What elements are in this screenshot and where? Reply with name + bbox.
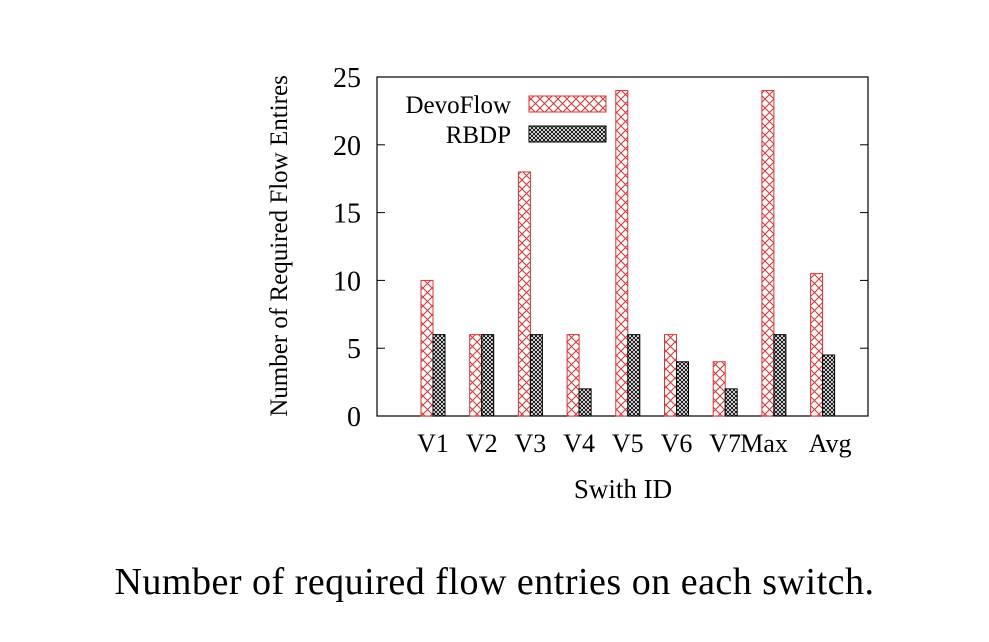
bars xyxy=(420,90,836,417)
x-axis-label: Swith ID xyxy=(574,474,672,504)
bar-rbdp-v7 xyxy=(724,388,738,417)
y-tick-label: 20 xyxy=(333,131,361,162)
y-tick-label: 15 xyxy=(333,199,361,230)
x-tick-label: V4 xyxy=(563,429,595,458)
bar-rbdp-v6 xyxy=(676,361,689,417)
y-axis-label: Number of Required Flow Entires xyxy=(266,75,293,417)
bar-rbdp-v1 xyxy=(432,334,446,417)
legend-swatch xyxy=(528,95,607,113)
legend: DevoFlow RBDP xyxy=(405,92,607,149)
bar-devoflow-v3 xyxy=(517,171,531,417)
legend-swatch xyxy=(528,125,607,143)
bar-devoflow-max xyxy=(761,90,775,417)
y-tick-label: 5 xyxy=(347,334,361,365)
bar-devoflow-avg xyxy=(810,273,824,417)
bar-rbdp-max xyxy=(773,334,787,417)
x-tick-label: V7 xyxy=(709,429,741,458)
bar-rbdp-v4 xyxy=(578,388,592,417)
bar-devoflow-v4 xyxy=(566,334,580,417)
x-tick-label: V1 xyxy=(417,429,449,458)
y-tick-label: 25 xyxy=(333,63,361,94)
x-tick-label: Max xyxy=(740,429,788,458)
x-tick-label: V2 xyxy=(466,429,498,458)
x-tick-label: V3 xyxy=(515,429,547,458)
bar-rbdp-avg xyxy=(822,354,836,417)
bar-devoflow-v2 xyxy=(469,334,483,417)
bar-devoflow-v6 xyxy=(664,334,677,417)
bar-rbdp-v5 xyxy=(627,334,641,417)
legend-label: RBDP xyxy=(446,122,511,149)
y-axis: 0 5 10 15 20 25 xyxy=(333,63,868,433)
bar-devoflow-v7 xyxy=(712,361,726,417)
bar-chart: 0 5 10 15 20 25 V1 V2 V3 V4 V5 V6 V7 Max Avg DevoFlow… xyxy=(266,63,869,504)
y-tick-label: 0 xyxy=(347,402,361,433)
bar-rbdp-v3 xyxy=(529,334,543,417)
x-axis: V1 V2 V3 V4 V5 V6 V7 Max Avg xyxy=(417,410,851,458)
x-tick-label: V5 xyxy=(612,429,644,458)
figure-caption: Number of required flow entries on each … xyxy=(114,561,875,603)
bar-devoflow-v1 xyxy=(420,279,434,417)
bar-rbdp-v2 xyxy=(481,334,495,417)
x-tick-label: Avg xyxy=(809,429,852,458)
y-tick-label: 10 xyxy=(333,266,361,297)
legend-label: DevoFlow xyxy=(405,92,511,119)
x-tick-label: V6 xyxy=(661,429,693,458)
bar-devoflow-v5 xyxy=(615,90,629,417)
